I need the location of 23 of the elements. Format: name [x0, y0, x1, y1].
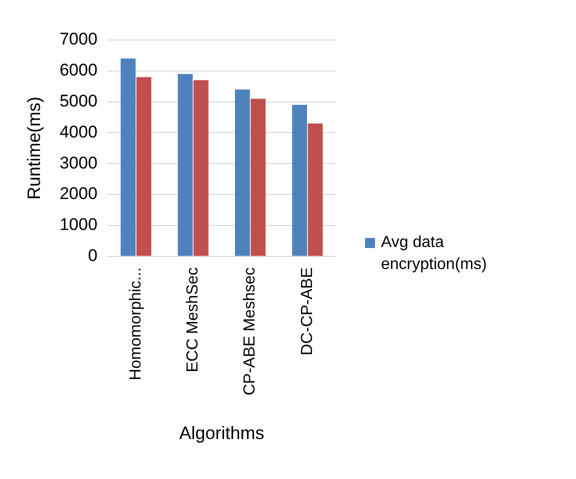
- y-tick-label: 2000: [60, 184, 98, 204]
- bar: [250, 98, 266, 256]
- x-tick-label: Homomorphic...: [127, 267, 144, 380]
- y-tick-label: 0: [88, 246, 98, 266]
- x-axis-title: Algorithms: [179, 423, 264, 444]
- x-tick-label: ECC MeshSec: [184, 267, 202, 372]
- y-tick-label: 5000: [60, 92, 98, 111]
- bar: [136, 77, 152, 256]
- y-tick-label: 4000: [60, 122, 98, 142]
- x-tick-label: CP-ABE Meshsec: [242, 267, 259, 396]
- bar: [234, 89, 250, 256]
- y-tick-label: 6000: [60, 60, 98, 80]
- bar: [178, 74, 193, 256]
- bar: [120, 58, 136, 256]
- y-tick-label: 1000: [60, 215, 98, 234]
- y-tick-label: 3000: [60, 153, 98, 172]
- x-tick-label: DC-CP-ABE: [298, 267, 316, 356]
- bar: [194, 80, 208, 256]
- bar: [308, 123, 323, 256]
- y-tick-label: 7000: [60, 30, 98, 49]
- bar: [292, 104, 308, 256]
- y-axis-title: Runtime(ms): [24, 96, 44, 200]
- legend-label: Avg data encryption(ms): [381, 233, 487, 275]
